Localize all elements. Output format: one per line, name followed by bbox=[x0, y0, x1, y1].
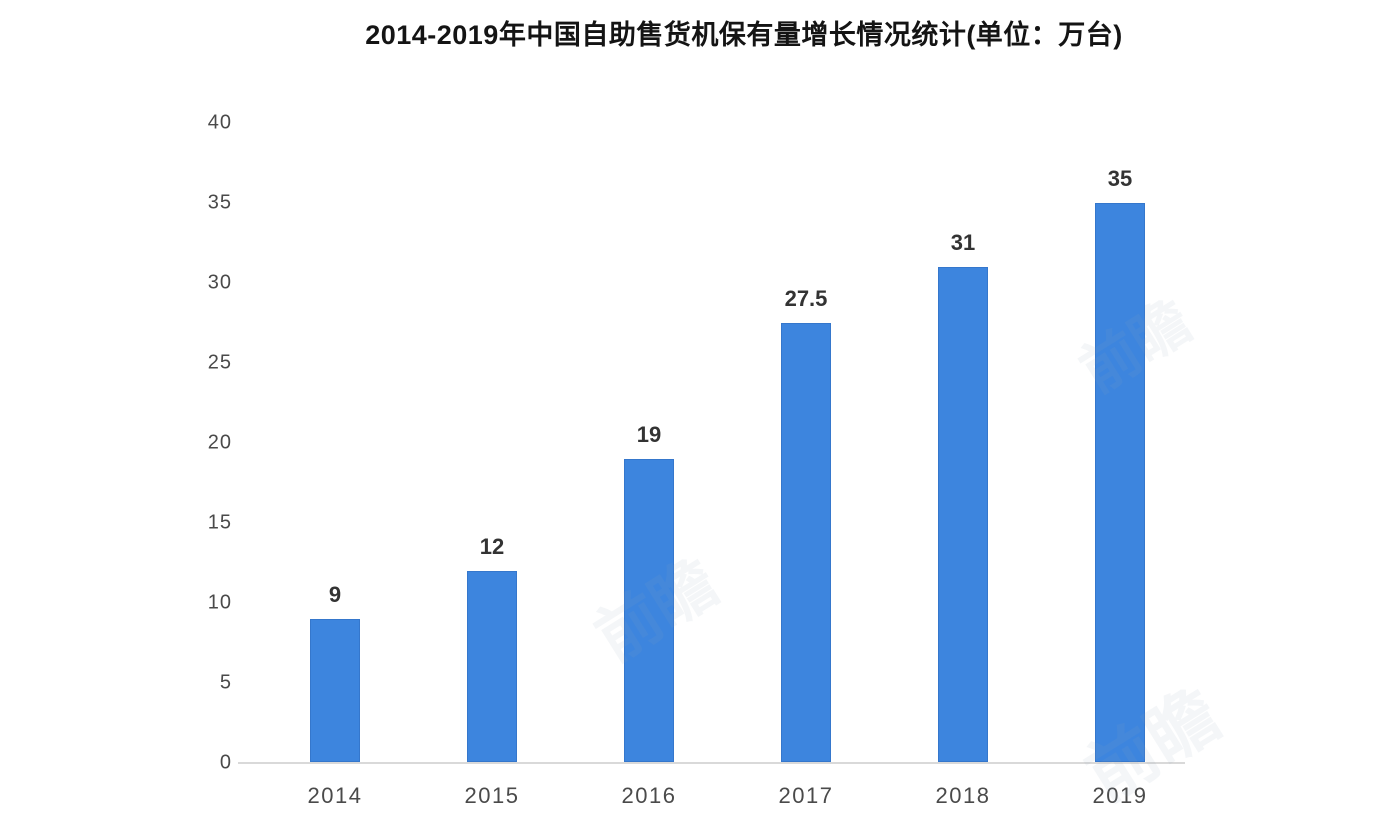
bar-2019 bbox=[1095, 203, 1145, 762]
y-axis-tick-label: 35 bbox=[207, 191, 232, 214]
x-axis-tick-label: 2016 bbox=[621, 783, 677, 808]
bar-value-label: 27.5 bbox=[784, 286, 828, 311]
bar-value-label: 35 bbox=[1107, 166, 1133, 191]
bar-2016 bbox=[624, 459, 674, 762]
bar-value-label: 31 bbox=[950, 230, 976, 255]
x-axis-tick-label: 2015 bbox=[464, 783, 520, 808]
bar-value-label: 9 bbox=[328, 582, 342, 607]
y-axis-tick-label: 10 bbox=[207, 591, 232, 614]
chart-title: 2014-2019年中国自助售货机保有量增长情况统计(单位：万台) bbox=[365, 20, 1123, 50]
y-axis-tick-label: 25 bbox=[207, 351, 232, 374]
bar-value-label: 19 bbox=[636, 422, 662, 447]
bar-value-label: 12 bbox=[479, 534, 505, 559]
y-axis-tick-label: 30 bbox=[207, 271, 232, 294]
x-axis-tick-label: 2014 bbox=[307, 783, 363, 808]
x-axis-tick-label: 2018 bbox=[935, 783, 991, 808]
bar-2018 bbox=[938, 267, 988, 762]
x-axis-tick-label: 2019 bbox=[1092, 783, 1148, 808]
bar-2014 bbox=[310, 619, 360, 762]
bar-2015 bbox=[467, 571, 517, 762]
x-axis-line bbox=[238, 762, 1185, 764]
y-axis-tick-label: 40 bbox=[207, 111, 232, 134]
x-axis-tick-label: 2017 bbox=[778, 783, 834, 808]
y-axis-tick-label: 20 bbox=[207, 431, 232, 454]
y-axis-tick-label: 0 bbox=[219, 751, 232, 774]
y-axis-tick-label: 5 bbox=[219, 671, 232, 694]
y-axis-tick-label: 15 bbox=[207, 511, 232, 534]
bar-2017 bbox=[781, 323, 831, 762]
